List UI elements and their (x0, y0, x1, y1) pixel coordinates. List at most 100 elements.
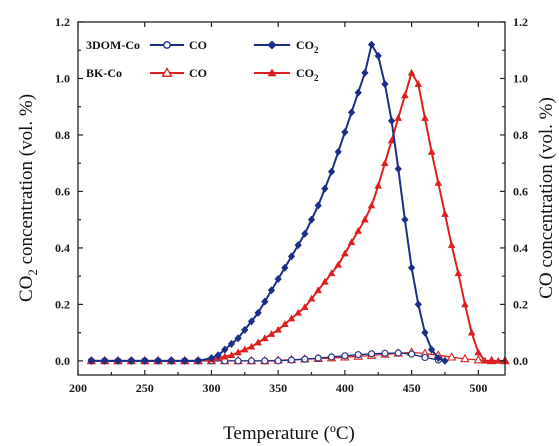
y-tick-label-left: 0.8 (55, 128, 70, 142)
data-point (381, 80, 389, 89)
data-point (261, 334, 269, 342)
x-tick-label: 500 (469, 381, 487, 395)
data-point (407, 263, 416, 272)
ticks: 200 250 300 350 400 450 500 0.0 0.2 0.4 0.6 0.8 1.0 1… (55, 15, 528, 395)
data-point (341, 352, 349, 360)
data-point (227, 351, 236, 359)
data-point (127, 356, 135, 365)
data-point (487, 356, 496, 364)
data-point (314, 201, 322, 210)
data-point (434, 178, 443, 186)
y-tick-label-left: 1.0 (55, 71, 70, 85)
data-point (327, 269, 336, 277)
data-point (294, 308, 302, 316)
data-point (401, 215, 409, 224)
x-tick-label: 200 (69, 381, 87, 395)
data-point (181, 356, 189, 365)
data-point (301, 355, 309, 363)
legend-marker-bk-co-co2 (267, 68, 277, 77)
data-point (361, 68, 369, 77)
series-3dom-co-co2 (87, 40, 449, 365)
data-point (441, 210, 449, 217)
data-point (267, 286, 276, 295)
data-point (334, 260, 343, 268)
data-point (361, 215, 369, 223)
y-tick-label-left: 0.0 (55, 354, 70, 368)
data-point (394, 164, 402, 173)
legend-label-bk-co: BK-Co (86, 66, 122, 80)
data-point (254, 338, 262, 346)
data-point (367, 201, 376, 209)
data-point (427, 147, 436, 155)
data-point (194, 356, 202, 365)
data-point (247, 357, 256, 365)
data-point (481, 356, 489, 364)
x-tick-label: 350 (269, 381, 287, 395)
data-point (274, 357, 282, 365)
data-point (354, 351, 362, 359)
legend-text-bk-co-co: CO (189, 66, 207, 80)
data-point (421, 114, 429, 121)
data-point (301, 229, 309, 238)
data-point (367, 40, 376, 49)
data-point (447, 241, 456, 248)
data-point (334, 147, 342, 156)
data-point (240, 345, 249, 353)
data-point (281, 263, 289, 272)
series-line-bk-co-co2 (91, 70, 505, 362)
data-point (221, 345, 229, 354)
data-point (154, 356, 162, 365)
data-point (408, 350, 416, 358)
x-axis-title: Temperature (ºC) (223, 423, 355, 444)
data-point (347, 108, 356, 117)
data-point (354, 226, 363, 234)
legend-marker-3dom-co-co (163, 41, 171, 49)
data-point (467, 328, 476, 336)
data-point (381, 349, 389, 357)
data-point (220, 352, 229, 360)
data-point (327, 167, 336, 176)
data-point (374, 181, 383, 189)
y-tick-label-right: 0.0 (513, 354, 528, 368)
data-point (314, 354, 322, 362)
data-point (414, 80, 423, 87)
data-point (234, 334, 242, 343)
data-point (434, 354, 442, 363)
data-point (341, 128, 349, 137)
data-point (347, 238, 356, 246)
data-point (387, 136, 396, 144)
data-point (414, 300, 422, 309)
data-point (307, 294, 316, 302)
x-tick-label: 300 (202, 381, 220, 395)
data-point (247, 342, 256, 350)
data-point (234, 357, 242, 365)
y-tick-label-right: 0.8 (513, 128, 528, 142)
y-tick-label-left: 0.4 (55, 241, 70, 255)
data-point (114, 356, 122, 365)
legend-marker-bk-co-co (161, 67, 173, 77)
data-point (207, 354, 216, 363)
data-point (281, 320, 289, 327)
data-point (307, 215, 316, 224)
data-point (321, 277, 329, 285)
data-point (261, 297, 269, 306)
data-point (407, 68, 416, 76)
data-point (287, 356, 296, 364)
data-point (241, 325, 249, 334)
legend-text-3dom-co-co2: CO2 (296, 38, 319, 55)
plot-frame (77, 21, 506, 376)
data-point (473, 354, 484, 364)
data-point (446, 352, 457, 361)
y-tick-label-right: 1.0 (513, 71, 528, 85)
data-point (274, 325, 282, 333)
axes (77, 21, 506, 376)
data-point (460, 353, 470, 363)
data-point (341, 249, 349, 257)
data-point (234, 348, 242, 356)
data-point (387, 116, 396, 125)
data-point (301, 303, 309, 311)
data-point (454, 269, 463, 277)
data-point (227, 339, 236, 348)
y-tick-label-right: 0.2 (513, 297, 528, 311)
